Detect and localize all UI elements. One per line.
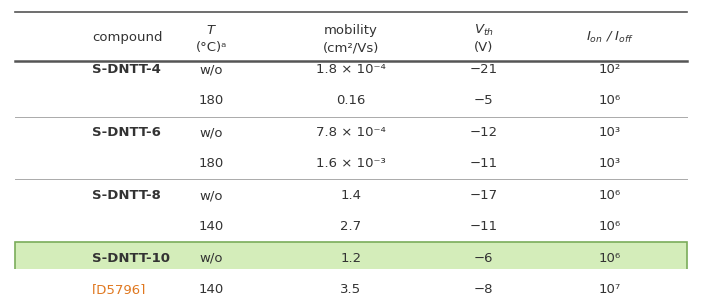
Text: 3.5: 3.5: [340, 283, 362, 294]
Text: 10²: 10²: [599, 63, 621, 76]
Text: −21: −21: [470, 63, 498, 76]
Text: 1.8 × 10⁻⁴: 1.8 × 10⁻⁴: [316, 63, 386, 76]
Text: 10⁶: 10⁶: [599, 252, 621, 265]
Text: 180: 180: [199, 157, 224, 170]
Text: [D5796]: [D5796]: [92, 283, 147, 294]
Text: compound: compound: [92, 31, 163, 44]
Text: 140: 140: [199, 283, 224, 294]
Text: −17: −17: [470, 189, 498, 202]
Text: 10³: 10³: [599, 157, 621, 170]
Text: S-DNTT-8: S-DNTT-8: [92, 189, 161, 202]
Text: $I_{on}$ / $I_{off}$: $I_{on}$ / $I_{off}$: [585, 30, 634, 45]
Text: −6: −6: [474, 252, 494, 265]
Text: (°C)ᵃ: (°C)ᵃ: [195, 41, 227, 54]
Text: −12: −12: [470, 126, 498, 139]
Text: $V_{th}$: $V_{th}$: [474, 22, 494, 38]
Text: w/o: w/o: [199, 252, 223, 265]
Text: S-DNTT-4: S-DNTT-4: [92, 63, 161, 76]
Text: 10⁶: 10⁶: [599, 220, 621, 233]
Text: S-DNTT-10: S-DNTT-10: [92, 252, 171, 265]
FancyBboxPatch shape: [15, 242, 687, 294]
Text: (V): (V): [474, 41, 494, 54]
Text: 180: 180: [199, 94, 224, 107]
Text: 0.16: 0.16: [336, 94, 366, 107]
Text: 10³: 10³: [599, 126, 621, 139]
Text: (cm²/Vs): (cm²/Vs): [323, 41, 379, 54]
Text: −11: −11: [470, 220, 498, 233]
Text: mobility: mobility: [324, 24, 378, 36]
Text: 7.8 × 10⁻⁴: 7.8 × 10⁻⁴: [316, 126, 386, 139]
Text: 140: 140: [199, 220, 224, 233]
Text: −8: −8: [474, 283, 494, 294]
Text: $T$: $T$: [206, 24, 217, 36]
Text: −5: −5: [474, 94, 494, 107]
Text: 10⁶: 10⁶: [599, 189, 621, 202]
Text: S-DNTT-6: S-DNTT-6: [92, 126, 161, 139]
Text: w/o: w/o: [199, 63, 223, 76]
Text: 10⁶: 10⁶: [599, 94, 621, 107]
Text: 1.2: 1.2: [340, 252, 362, 265]
Text: −11: −11: [470, 157, 498, 170]
Text: 2.7: 2.7: [340, 220, 362, 233]
Text: w/o: w/o: [199, 189, 223, 202]
Text: 10⁷: 10⁷: [599, 283, 621, 294]
Text: w/o: w/o: [199, 126, 223, 139]
Text: 1.4: 1.4: [340, 189, 362, 202]
Text: 1.6 × 10⁻³: 1.6 × 10⁻³: [316, 157, 386, 170]
